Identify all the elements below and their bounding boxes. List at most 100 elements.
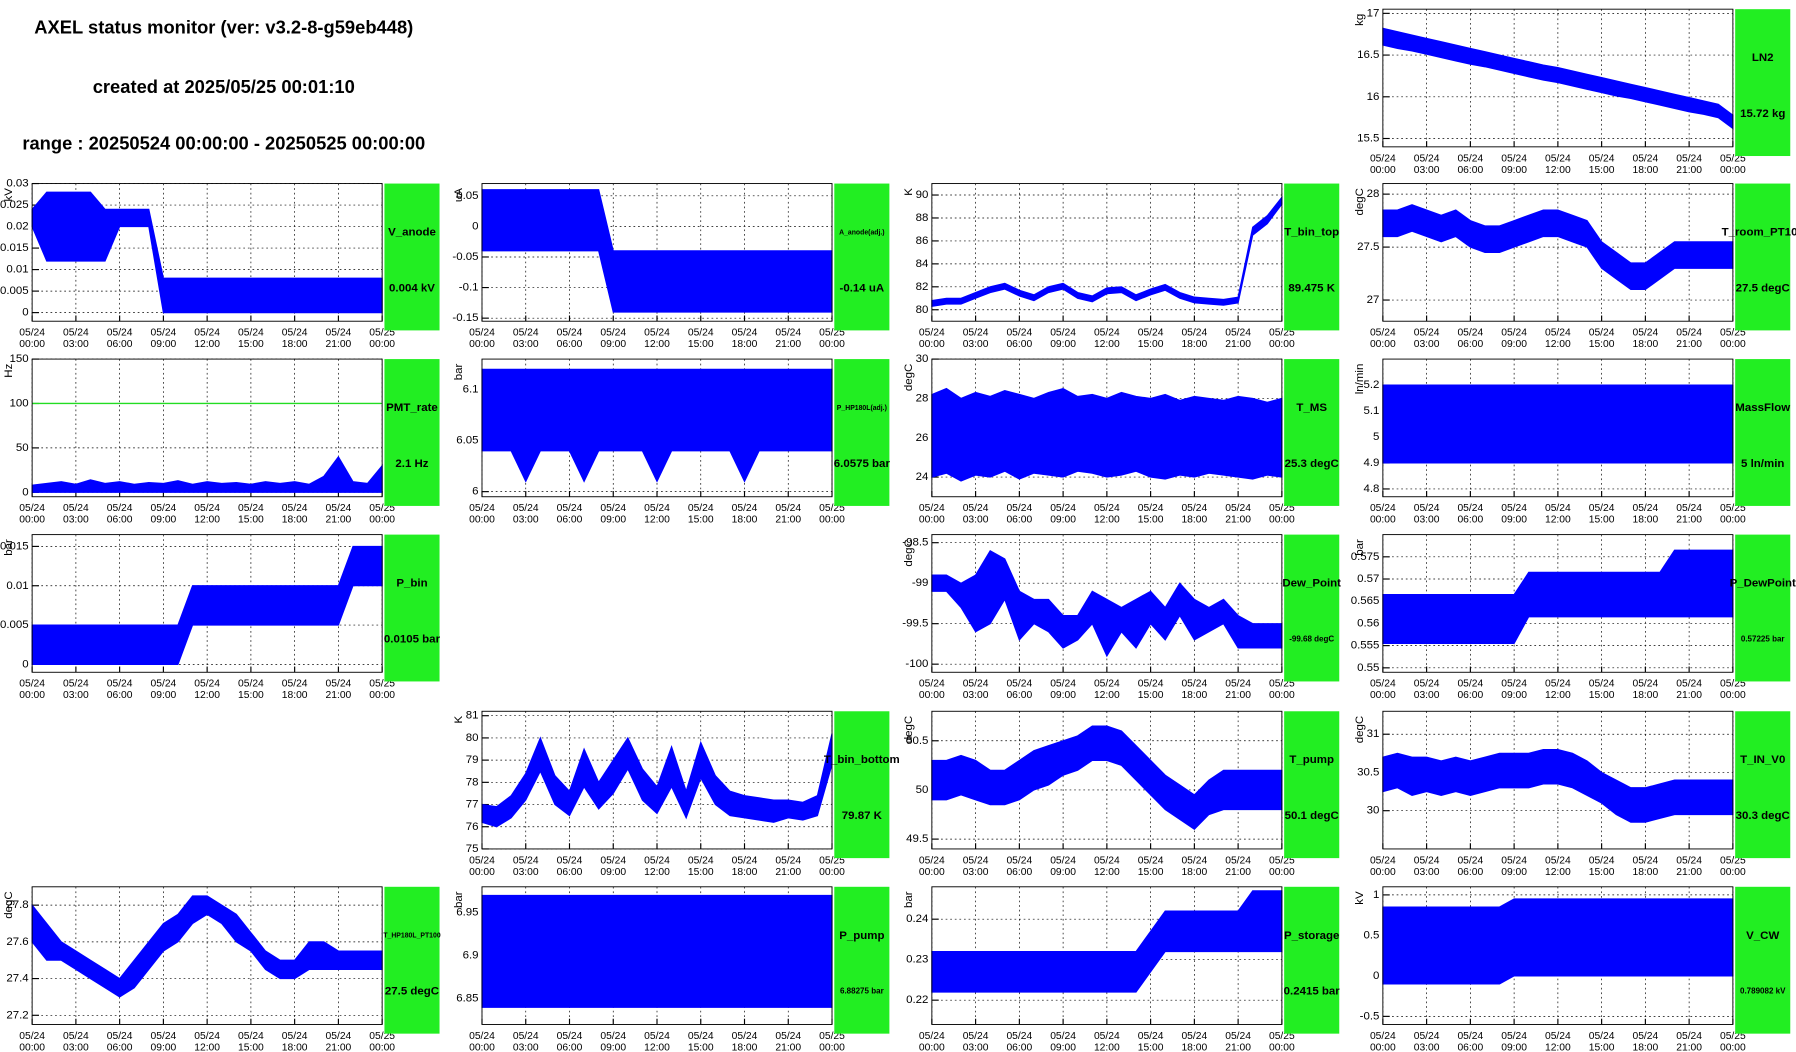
x-tick-label: 05/24 06:00 xyxy=(107,503,133,525)
x-tick-label-line: 21:00 xyxy=(1225,339,1251,350)
x-tick-label: 05/24 21:00 xyxy=(325,678,351,700)
x-tick-label: 05/24 00:00 xyxy=(19,327,45,349)
x-tick-label-line: 05/24 xyxy=(1414,153,1440,164)
plot-frame xyxy=(931,183,1283,322)
x-tick-label-line: 15:00 xyxy=(1589,165,1615,176)
x-tick-label: 05/24 12:00 xyxy=(1545,678,1571,700)
x-tick-label: 05/24 12:00 xyxy=(194,678,220,700)
x-tick-label-line: 00:00 xyxy=(919,514,945,525)
x-tick-label: 05/24 06:00 xyxy=(1457,327,1483,349)
x-tick-label: 05/24 09:00 xyxy=(1501,503,1527,525)
status-value: 25.3 degC xyxy=(1285,458,1339,470)
x-tick-label-line: 05/24 xyxy=(963,855,989,866)
x-tick-label: 05/25 00:00 xyxy=(369,1031,395,1052)
x-tick-label: 05/24 09:00 xyxy=(1501,327,1527,349)
x-tick-label-line: 06:00 xyxy=(1457,867,1483,878)
x-tick-label: 05/24 12:00 xyxy=(1094,678,1120,700)
x-tick-label-line: 05/24 xyxy=(1225,1031,1251,1042)
plot-frame xyxy=(481,358,833,498)
y-tick-label: 0.555 xyxy=(1351,640,1380,652)
x-tick-label: 05/24 06:00 xyxy=(557,327,583,349)
x-tick-label-line: 18:00 xyxy=(282,1042,308,1052)
x-tick-label-line: 05/24 xyxy=(150,1031,176,1042)
y-axis-unit: kg xyxy=(1354,14,1366,26)
x-tick-label-line: 05/24 xyxy=(1457,855,1483,866)
x-tick-label: 05/24 06:00 xyxy=(1006,678,1032,700)
x-tick-label-line: 05/24 xyxy=(1370,503,1396,514)
x-tick-label-line: 05/24 xyxy=(1225,503,1251,514)
x-tick-label: 05/24 12:00 xyxy=(1545,153,1571,175)
x-tick-label-line: 05/24 xyxy=(1545,1031,1571,1042)
x-tick-label-line: 15:00 xyxy=(688,514,714,525)
x-tick-label-line: 00:00 xyxy=(819,1042,845,1052)
x-tick-label-line: 18:00 xyxy=(282,514,308,525)
x-tick-label-line: 05/24 xyxy=(1545,678,1571,689)
x-tick-label-line: 15:00 xyxy=(238,690,264,701)
y-tick-label: 0.01 xyxy=(6,264,28,276)
x-tick-label-line: 03:00 xyxy=(513,514,539,525)
x-tick-label-line: 12:00 xyxy=(1094,690,1120,701)
x-tick-label-line: 18:00 xyxy=(282,339,308,350)
x-tick-label: 05/24 18:00 xyxy=(1181,1031,1207,1052)
status-box xyxy=(384,534,440,682)
y-tick-label: 0.56 xyxy=(1357,617,1379,629)
x-tick-label: 05/24 09:00 xyxy=(600,503,626,525)
x-tick-label-line: 05/24 xyxy=(1632,1031,1658,1042)
x-tick-label: 05/24 03:00 xyxy=(1414,153,1440,175)
y-tick-label: 0 xyxy=(22,658,28,670)
x-tick-label-line: 03:00 xyxy=(513,339,539,350)
y-tick-label: 86 xyxy=(916,235,929,247)
status-box xyxy=(834,359,890,506)
y-tick-label: 88 xyxy=(916,212,929,224)
x-tick-label-line: 18:00 xyxy=(1632,339,1658,350)
status-box xyxy=(1735,359,1791,506)
status-box xyxy=(834,183,890,331)
x-tick-label-line: 05/24 xyxy=(919,678,945,689)
y-tick-label: 0.02 xyxy=(6,221,28,233)
x-tick-label-line: 00:00 xyxy=(369,514,395,525)
x-tick-label-line: 05/24 xyxy=(1370,678,1396,689)
x-tick-label: 05/24 06:00 xyxy=(1457,503,1483,525)
x-tick-label-line: 18:00 xyxy=(1632,1042,1658,1052)
x-tick-label-line: 21:00 xyxy=(775,1042,801,1052)
x-tick-label-line: 05/24 xyxy=(1501,503,1527,514)
x-tick-label-line: 00:00 xyxy=(919,339,945,350)
y-axis-unit: K xyxy=(903,188,915,196)
status-value: 27.5 degC xyxy=(385,986,439,998)
x-tick-label-line: 15:00 xyxy=(1138,690,1164,701)
x-tick-label-line: 21:00 xyxy=(325,1042,351,1052)
x-tick-label: 05/24 00:00 xyxy=(919,503,945,525)
x-tick-label: 05/24 15:00 xyxy=(1589,678,1615,700)
x-tick-label-line: 03:00 xyxy=(513,867,539,878)
y-tick-label: 81 xyxy=(466,710,479,722)
x-tick-label-line: 05/24 xyxy=(775,327,801,338)
x-tick-label: 05/24 12:00 xyxy=(644,327,670,349)
data-band xyxy=(1382,898,1734,985)
x-tick-label-line: 15:00 xyxy=(688,1042,714,1052)
x-tick-label: 05/24 03:00 xyxy=(963,327,989,349)
x-tick-label-line: 05/24 xyxy=(63,678,89,689)
x-tick-label-line: 05/24 xyxy=(194,1031,220,1042)
x-tick-label: 05/24 03:00 xyxy=(1414,678,1440,700)
x-tick-label: 05/24 15:00 xyxy=(238,678,264,700)
x-tick-label-line: 05/24 xyxy=(1050,503,1076,514)
x-tick-label: 05/24 03:00 xyxy=(963,678,989,700)
y-tick-label: 50 xyxy=(16,442,29,454)
x-tick-label-line: 21:00 xyxy=(1676,690,1702,701)
x-tick-label-line: 09:00 xyxy=(600,339,626,350)
status-name: T_room_PT100 xyxy=(1722,227,1796,239)
x-tick-label-line: 05/25 xyxy=(1269,327,1295,338)
x-tick-label-line: 03:00 xyxy=(63,514,89,525)
y-axis-unit: degC xyxy=(1354,188,1366,215)
status-box xyxy=(1284,359,1340,506)
x-tick-label: 05/25 00:00 xyxy=(1720,503,1746,525)
x-tick-label: 05/24 00:00 xyxy=(1370,855,1396,877)
x-tick-label-line: 00:00 xyxy=(1720,165,1746,176)
x-tick-label-line: 09:00 xyxy=(150,690,176,701)
x-tick-label-line: 05/24 xyxy=(1138,678,1164,689)
status-value: 0.2415 bar xyxy=(1284,986,1341,998)
y-tick-label: 6 xyxy=(472,486,478,498)
x-tick-label-line: 05/24 xyxy=(469,855,495,866)
x-tick-label-line: 05/24 xyxy=(325,503,351,514)
x-tick-label-line: 05/24 xyxy=(1632,855,1658,866)
